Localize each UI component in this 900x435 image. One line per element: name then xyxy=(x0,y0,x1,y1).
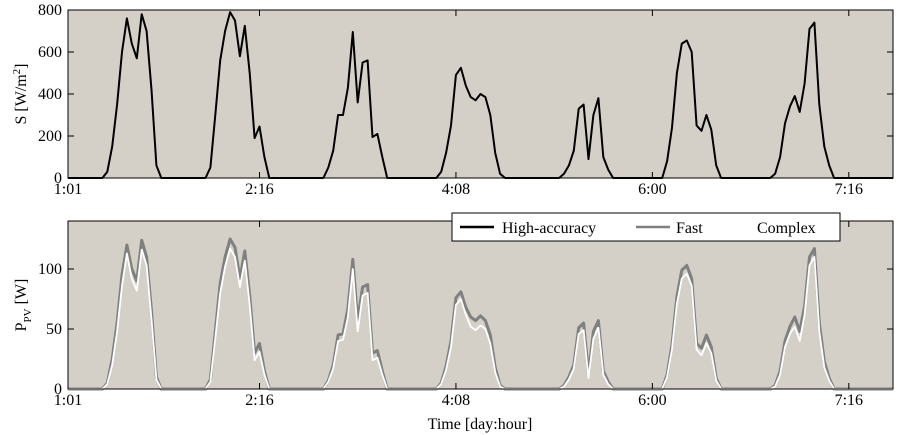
irradiance-panel: 0 200 400 600 800 1:01 2:16 4:08 6:00 7:16 S [W/… xyxy=(11,2,894,198)
irradiance-y-tick-label: 0 xyxy=(54,170,62,187)
pv-power-y-axis-label: PPV [W] xyxy=(13,279,34,332)
irradiance-y-axis-label: S [W/m2] xyxy=(11,63,30,124)
pv-power-y-label-main: P xyxy=(13,322,30,331)
pv-power-plot-area xyxy=(68,221,893,389)
irradiance-series-line-high-accuracy xyxy=(68,11,893,179)
irradiance-series-group xyxy=(68,11,893,179)
irradiance-x-tick-label: 4:08 xyxy=(442,181,470,198)
pv-power-x-tick-label: 2:16 xyxy=(245,392,273,409)
pv-power-y-tick-label: 50 xyxy=(46,321,62,338)
pv-power-y-label-subscript: PV xyxy=(22,308,34,322)
irradiance-y-label-main: S [W/m xyxy=(13,74,30,125)
irradiance-x-tick-label: 2:16 xyxy=(245,181,273,198)
irradiance-y-tick-label: 200 xyxy=(38,128,62,145)
pv-power-panel: 0 50 100 1:01 2:16 4:08 6:00 7:16 PPV [W] High… xyxy=(13,212,894,433)
pv-power-x-tick-label: 4:08 xyxy=(442,392,470,409)
irradiance-y-tick-label: 800 xyxy=(38,2,62,19)
legend: High-accuracy Fast Complex xyxy=(451,212,841,242)
irradiance-y-tick-label: 600 xyxy=(38,44,62,61)
irradiance-x-tick-label: 6:00 xyxy=(638,181,666,198)
pv-power-y-tick-label: 0 xyxy=(54,381,62,398)
legend-label-complex: Complex xyxy=(757,220,816,237)
pv-power-x-ticks: 1:01 2:16 4:08 6:00 7:16 xyxy=(54,221,863,409)
pv-power-y-label-close: [W] xyxy=(13,279,30,309)
pv-power-y-tick-label: 100 xyxy=(38,261,62,278)
pv-power-x-tick-label: 1:01 xyxy=(54,392,82,409)
irradiance-y-label-superscript: 2 xyxy=(11,69,23,75)
pv-power-series-group xyxy=(68,237,893,391)
irradiance-y-label-close: ] xyxy=(13,63,30,68)
x-axis-label: Time [day:hour] xyxy=(428,416,533,433)
pv-power-x-tick-label: 7:16 xyxy=(835,392,863,409)
irradiance-x-tick-label: 7:16 xyxy=(835,181,863,198)
irradiance-x-ticks: 1:01 2:16 4:08 6:00 7:16 xyxy=(54,10,863,198)
irradiance-y-tick-label: 400 xyxy=(38,86,62,103)
pv-power-x-tick-label: 6:00 xyxy=(638,392,666,409)
pv-power-series-line-complex xyxy=(68,247,893,390)
legend-label-fast: Fast xyxy=(676,220,703,237)
pv-power-y-ticks: 0 50 100 xyxy=(38,261,893,398)
legend-label-high-accuracy: High-accuracy xyxy=(502,220,596,237)
irradiance-x-tick-label: 1:01 xyxy=(54,181,82,198)
irradiance-y-ticks: 0 200 400 600 800 xyxy=(38,2,893,187)
